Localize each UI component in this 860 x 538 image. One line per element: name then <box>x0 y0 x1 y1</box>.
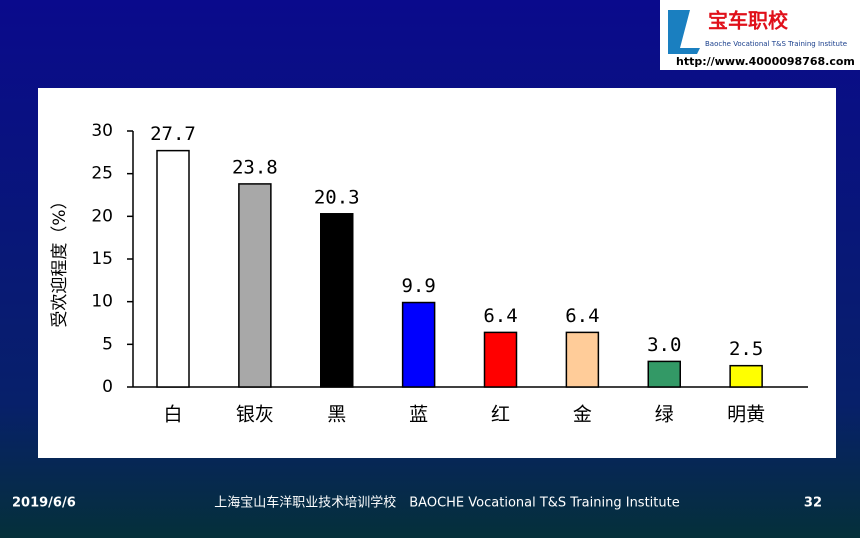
logo-url: http://www.4000098768.com <box>676 55 855 68</box>
bar <box>565 331 600 388</box>
y-tick-label: 10 <box>91 292 113 312</box>
x-tick-label: 银灰 <box>236 404 274 426</box>
value-label: 9.9 <box>401 275 435 297</box>
logo-subtitle: Baoche Vocational T&S Training Institute <box>705 40 847 48</box>
logo-icon <box>668 10 700 54</box>
logo-name: 宝车职校 <box>708 9 789 33</box>
bar <box>647 360 681 388</box>
y-tick-label: 25 <box>91 164 113 184</box>
bar <box>729 364 763 388</box>
x-tick-label: 明黄 <box>727 404 765 426</box>
y-tick-label: 15 <box>91 249 113 269</box>
bar <box>238 183 272 388</box>
bar <box>320 213 354 388</box>
value-label: 27.7 <box>150 123 196 145</box>
x-tick-label: 黑 <box>327 404 346 426</box>
value-label: 23.8 <box>232 156 278 178</box>
footer-institute: 上海宝山车洋职业技术培训学校 BAOCHE Vocational T&S Tra… <box>214 495 679 511</box>
y-axis-label: 受欢迎程度（%） <box>50 192 70 327</box>
x-tick-label: 蓝 <box>409 404 428 426</box>
y-tick-label: 5 <box>102 334 113 354</box>
value-label: 6.4 <box>483 305 517 327</box>
footer-page: 32 <box>804 496 822 511</box>
x-tick-label: 金 <box>573 404 592 426</box>
bar <box>401 301 436 388</box>
logo-box <box>660 0 860 70</box>
value-label: 3.0 <box>647 334 681 356</box>
footer-date: 2019/6/6 <box>12 496 76 511</box>
bar <box>156 149 190 388</box>
x-tick-label: 绿 <box>655 404 674 426</box>
value-label: 2.5 <box>729 338 763 360</box>
value-label: 6.4 <box>565 305 599 327</box>
value-label: 20.3 <box>314 186 360 208</box>
x-tick-label: 白 <box>163 404 182 426</box>
y-tick-label: 30 <box>91 121 113 141</box>
y-tick-label: 20 <box>91 206 113 226</box>
y-tick-label: 0 <box>102 377 113 397</box>
bar <box>483 331 518 388</box>
x-tick-label: 红 <box>491 404 510 426</box>
